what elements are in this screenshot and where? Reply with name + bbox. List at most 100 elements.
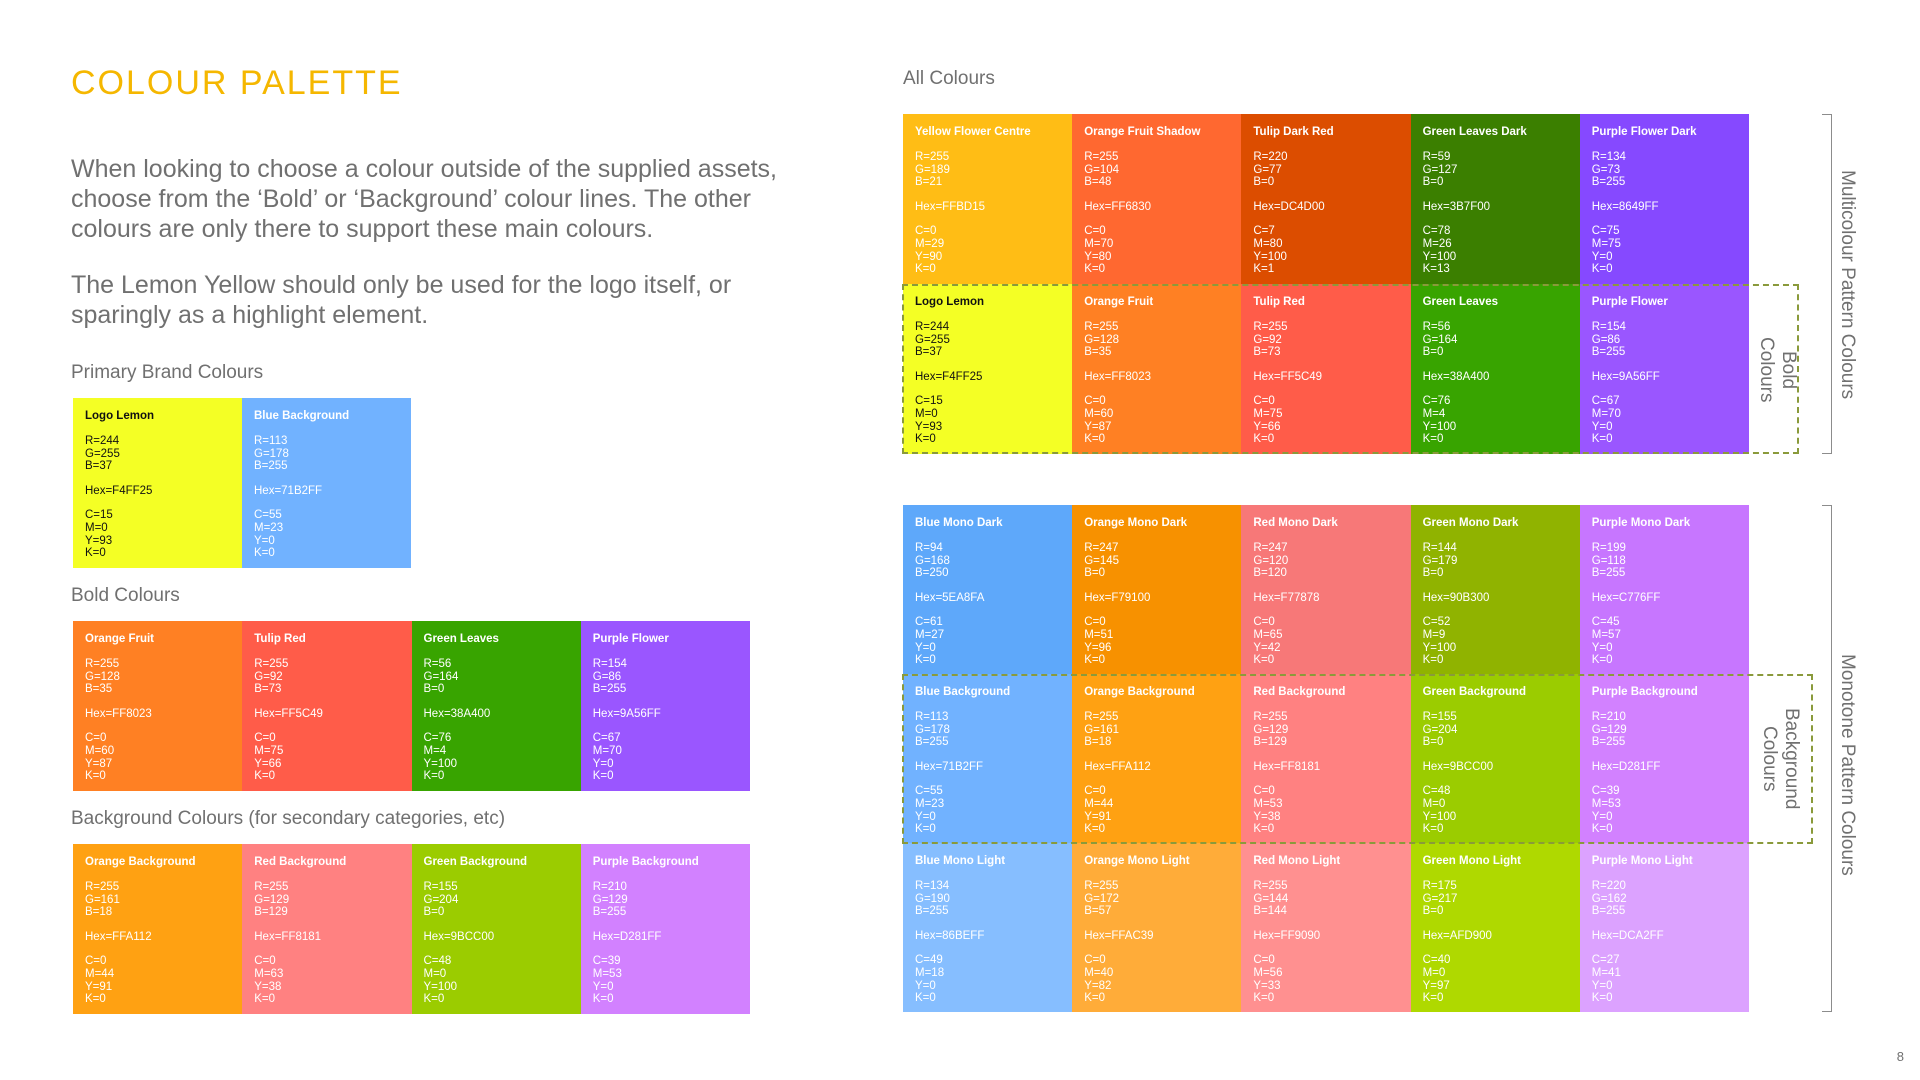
swatch-rgb: R=144 G=179 B=0 [1422,542,1458,580]
swatch-cmyk: C=45 M=57 Y=0 K=0 [1591,616,1621,667]
swatch-name: Blue Background [254,410,350,422]
swatch-cmyk: C=67 M=70 Y=0 K=0 [1591,395,1621,446]
swatch-rgb: R=94 G=168 B=250 [915,542,950,580]
colour-swatch: Red Background R=255 G=129 B=129 Hex=FF818… [1241,674,1411,843]
colour-swatch: Orange Fruit R=255 G=128 B=35 Hex=FF8023 C=… [1072,284,1242,454]
swatch-hex: Hex=FFBD15 [915,200,985,213]
swatch-name: Blue Background [915,686,1011,698]
colour-swatch: Green Leaves R=56 G=164 B=0 Hex=38A400 C=76… [411,621,581,791]
swatch-rgb: R=247 G=145 B=0 [1084,542,1120,580]
monotone-palette: Blue Mono Dark R=94 G=168 B=250 Hex=5EA8FA… [903,505,1749,1012]
colour-swatch: Purple Flower R=154 G=86 B=255 Hex=9A56FF C… [580,621,750,791]
swatch-hex: Hex=FF5C49 [1253,370,1323,383]
colour-swatch: Green Leaves Dark R=59 G=127 B=0 Hex=3B7F0… [1410,114,1580,284]
swatch-hex: Hex=9A56FF [1591,370,1660,383]
swatch-cmyk: C=40 M=0 Y=97 K=0 [1422,954,1451,1005]
colour-swatch: Blue Background R=113 G=178 B=255 Hex=71B2… [242,398,411,568]
swatch-cmyk: C=78 M=26 Y=100 K=13 [1422,225,1457,276]
bold-palette: Orange Fruit R=255 G=128 B=35 Hex=FF8023 C=… [73,621,750,791]
primary-palette: Logo Lemon R=244 G=255 B=37 Hex=F4FF25 C=15… [73,398,411,568]
swatch-rgb: R=154 G=86 B=255 [1591,321,1626,359]
colour-swatch: Purple Background R=210 G=129 B=255 Hex=D2… [1579,674,1749,843]
colour-swatch: Red Mono Dark R=247 G=120 B=120 Hex=F77878… [1241,505,1411,674]
multicolour-palette: Yellow Flower Centre R=255 G=189 B=21 Hex=… [903,114,1749,454]
swatch-name: Orange Background [1084,686,1195,698]
swatch-rgb: R=113 G=178 B=255 [254,435,289,473]
swatch-cmyk: C=15 M=0 Y=93 K=0 [915,395,943,446]
swatch-name: Blue Mono Light [915,855,1006,867]
swatch-hex: Hex=38A400 [423,707,491,720]
swatch-cmyk: C=61 M=27 Y=0 K=0 [915,616,945,667]
colour-swatch: Green Mono Light R=175 G=217 B=0 Hex=AFD90… [1410,843,1580,1012]
swatch-rgb: R=255 G=92 B=73 [254,658,289,696]
swatch-hex: Hex=FF6830 [1084,200,1151,213]
colour-swatch: Green Leaves R=56 G=164 B=0 Hex=38A400 C=76… [1410,284,1580,454]
colour-swatch: Logo Lemon R=244 G=255 B=37 Hex=F4FF25 C=15… [73,398,242,568]
swatch-rgb: R=175 G=217 B=0 [1422,880,1458,918]
heading-all-colours: All Colours [903,68,995,89]
swatch-rgb: R=255 G=161 B=18 [1084,711,1120,749]
swatch-name: Green Mono Light [1422,855,1521,867]
swatch-rgb: R=154 G=86 B=255 [592,658,627,696]
colour-swatch: Purple Mono Dark R=199 G=118 B=255 Hex=C77… [1579,505,1749,674]
monotone-side-label: Monotone Pattern Colours [1837,654,1858,876]
swatch-cmyk: C=55 M=23 Y=0 K=0 [915,785,945,836]
swatch-name: Purple Background [1591,686,1698,698]
swatch-cmyk: C=48 M=0 Y=100 K=0 [1422,785,1457,836]
swatch-rgb: R=210 G=129 B=255 [1591,711,1627,749]
swatch-rgb: R=255 G=92 B=73 [1253,321,1288,359]
swatch-cmyk: C=55 M=23 Y=0 K=0 [254,509,284,560]
swatch-cmyk: C=0 M=70 Y=80 K=0 [1084,225,1114,276]
swatch-name: Purple Background [592,856,699,868]
swatch-hex: Hex=71B2FF [254,484,323,497]
swatch-rgb: R=59 G=127 B=0 [1422,151,1458,189]
swatch-cmyk: C=0 M=29 Y=90 K=0 [915,225,945,276]
colour-swatch: Purple Flower Dark R=134 G=73 B=255 Hex=86… [1579,114,1749,284]
swatch-name: Purple Flower [592,633,669,645]
swatch-hex: Hex=DCA2FF [1591,929,1664,942]
swatch-cmyk: C=0 M=65 Y=42 K=0 [1253,616,1283,667]
swatch-rgb: R=255 G=172 B=57 [1084,880,1120,918]
swatch-hex: Hex=9A56FF [592,707,661,720]
swatch-hex: Hex=9BCC00 [1422,760,1494,773]
colour-swatch: Red Mono Light R=255 G=144 B=144 Hex=FF909… [1241,843,1411,1012]
swatch-cmyk: C=0 M=44 Y=91 K=0 [85,955,115,1006]
swatch-name: Red Background [254,856,347,868]
swatch-hex: Hex=FF9090 [1253,929,1321,942]
colour-swatch: Purple Mono Light R=220 G=162 B=255 Hex=DC… [1579,843,1749,1012]
swatch-cmyk: C=52 M=9 Y=100 K=0 [1422,616,1457,667]
swatch-name: Green Background [1422,686,1527,698]
colour-swatch: Yellow Flower Centre R=255 G=189 B=21 Hex=… [903,114,1073,284]
swatch-cmyk: C=75 M=75 Y=0 K=0 [1591,225,1621,276]
swatch-rgb: R=155 G=204 B=0 [423,881,459,919]
swatch-cmyk: C=0 M=44 Y=91 K=0 [1084,785,1114,836]
swatch-name: Orange Fruit [85,633,155,645]
swatch-hex: Hex=5EA8FA [915,591,985,604]
swatch-name: Orange Mono Light [1084,855,1190,867]
swatch-rgb: R=244 G=255 B=37 [85,435,120,473]
swatch-hex: Hex=DC4D00 [1253,200,1325,213]
swatch-cmyk: C=0 M=53 Y=38 K=0 [1253,785,1283,836]
bold-row-highlight [902,284,1799,454]
swatch-name: Purple Flower Dark [1591,126,1697,138]
swatch-name: Logo Lemon [85,410,154,422]
swatch-name: Purple Mono Dark [1591,517,1691,529]
swatch-name: Orange Background [85,856,196,868]
colour-swatch: Orange Fruit Shadow R=255 G=104 B=48 Hex=F… [1072,114,1242,284]
monotone-bracket [1822,505,1832,1012]
swatch-hex: Hex=9BCC00 [423,930,495,943]
heading-background: Background Colours (for secondary catego… [71,808,506,829]
swatch-rgb: R=134 G=190 B=255 [915,880,950,918]
swatch-rgb: R=247 G=120 B=120 [1253,542,1289,580]
colour-swatch: Red Background R=255 G=129 B=129 Hex=FF818… [242,844,412,1014]
page-title: COLOUR PALETTE [71,64,403,102]
intro-paragraph-1: When looking to choose a colour outside … [71,155,777,243]
swatch-hex: Hex=FF8181 [1253,760,1321,773]
swatch-hex: Hex=38A400 [1422,370,1490,383]
swatch-name: Logo Lemon [915,296,984,308]
swatch-rgb: R=255 G=128 B=35 [1084,321,1120,359]
swatch-cmyk: C=49 M=18 Y=0 K=0 [915,954,945,1005]
swatch-rgb: R=255 G=104 B=48 [1084,151,1120,189]
swatch-hex: Hex=F79100 [1084,591,1151,604]
colour-swatch: Purple Background R=210 G=129 B=255 Hex=D2… [580,844,750,1014]
